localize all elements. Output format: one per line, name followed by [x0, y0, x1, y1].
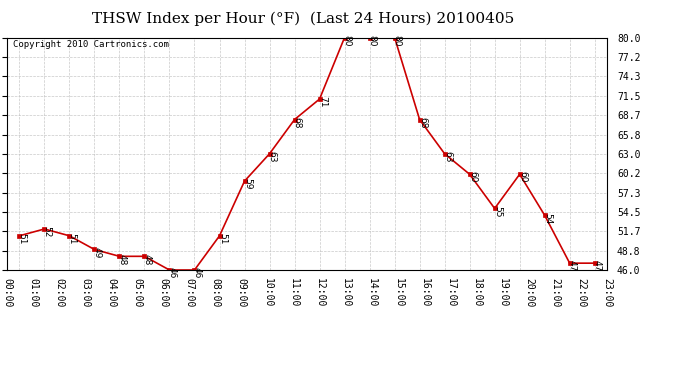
Text: 14:00: 14:00 [367, 278, 377, 307]
Text: 71: 71 [318, 96, 327, 108]
Text: 08:00: 08:00 [210, 278, 221, 307]
Text: 63: 63 [268, 151, 277, 162]
Text: 02:00: 02:00 [54, 278, 64, 307]
Text: 23:00: 23:00 [602, 278, 612, 307]
Text: 22:00: 22:00 [576, 278, 586, 307]
Text: 80: 80 [393, 35, 402, 46]
Text: 03:00: 03:00 [80, 278, 90, 307]
Text: 07:00: 07:00 [185, 278, 195, 307]
Text: 11:00: 11:00 [289, 278, 299, 307]
Text: 20:00: 20:00 [524, 278, 534, 307]
Text: 51: 51 [68, 233, 77, 244]
Text: 12:00: 12:00 [315, 278, 325, 307]
Text: 68: 68 [418, 117, 427, 128]
Text: 48: 48 [118, 254, 127, 265]
Text: 52: 52 [43, 226, 52, 238]
Text: Copyright 2010 Cartronics.com: Copyright 2010 Cartronics.com [13, 40, 169, 49]
Text: 17:00: 17:00 [446, 278, 455, 307]
Text: 80: 80 [343, 35, 352, 46]
Text: 59: 59 [243, 178, 252, 190]
Text: 16:00: 16:00 [420, 278, 429, 307]
Text: THSW Index per Hour (°F)  (Last 24 Hours) 20100405: THSW Index per Hour (°F) (Last 24 Hours)… [92, 11, 515, 26]
Text: 54: 54 [543, 213, 552, 224]
Text: 68: 68 [293, 117, 302, 128]
Text: 04:00: 04:00 [106, 278, 117, 307]
Text: 47: 47 [593, 260, 602, 272]
Text: 47: 47 [568, 260, 577, 272]
Text: 09:00: 09:00 [237, 278, 247, 307]
Text: 05:00: 05:00 [132, 278, 142, 307]
Text: 00:00: 00:00 [2, 278, 12, 307]
Text: 13:00: 13:00 [341, 278, 351, 307]
Text: 55: 55 [493, 206, 502, 217]
Text: 19:00: 19:00 [497, 278, 508, 307]
Text: 80: 80 [368, 35, 377, 46]
Text: 06:00: 06:00 [159, 278, 168, 307]
Text: 49: 49 [92, 247, 101, 258]
Text: 01:00: 01:00 [28, 278, 38, 307]
Text: 46: 46 [193, 267, 201, 279]
Text: 60: 60 [468, 171, 477, 183]
Text: 63: 63 [443, 151, 452, 162]
Text: 46: 46 [168, 267, 177, 279]
Text: 51: 51 [18, 233, 27, 244]
Text: 18:00: 18:00 [472, 278, 482, 307]
Text: 48: 48 [143, 254, 152, 265]
Text: 15:00: 15:00 [393, 278, 404, 307]
Text: 21:00: 21:00 [550, 278, 560, 307]
Text: 10:00: 10:00 [263, 278, 273, 307]
Text: 60: 60 [518, 171, 527, 183]
Text: 51: 51 [218, 233, 227, 244]
